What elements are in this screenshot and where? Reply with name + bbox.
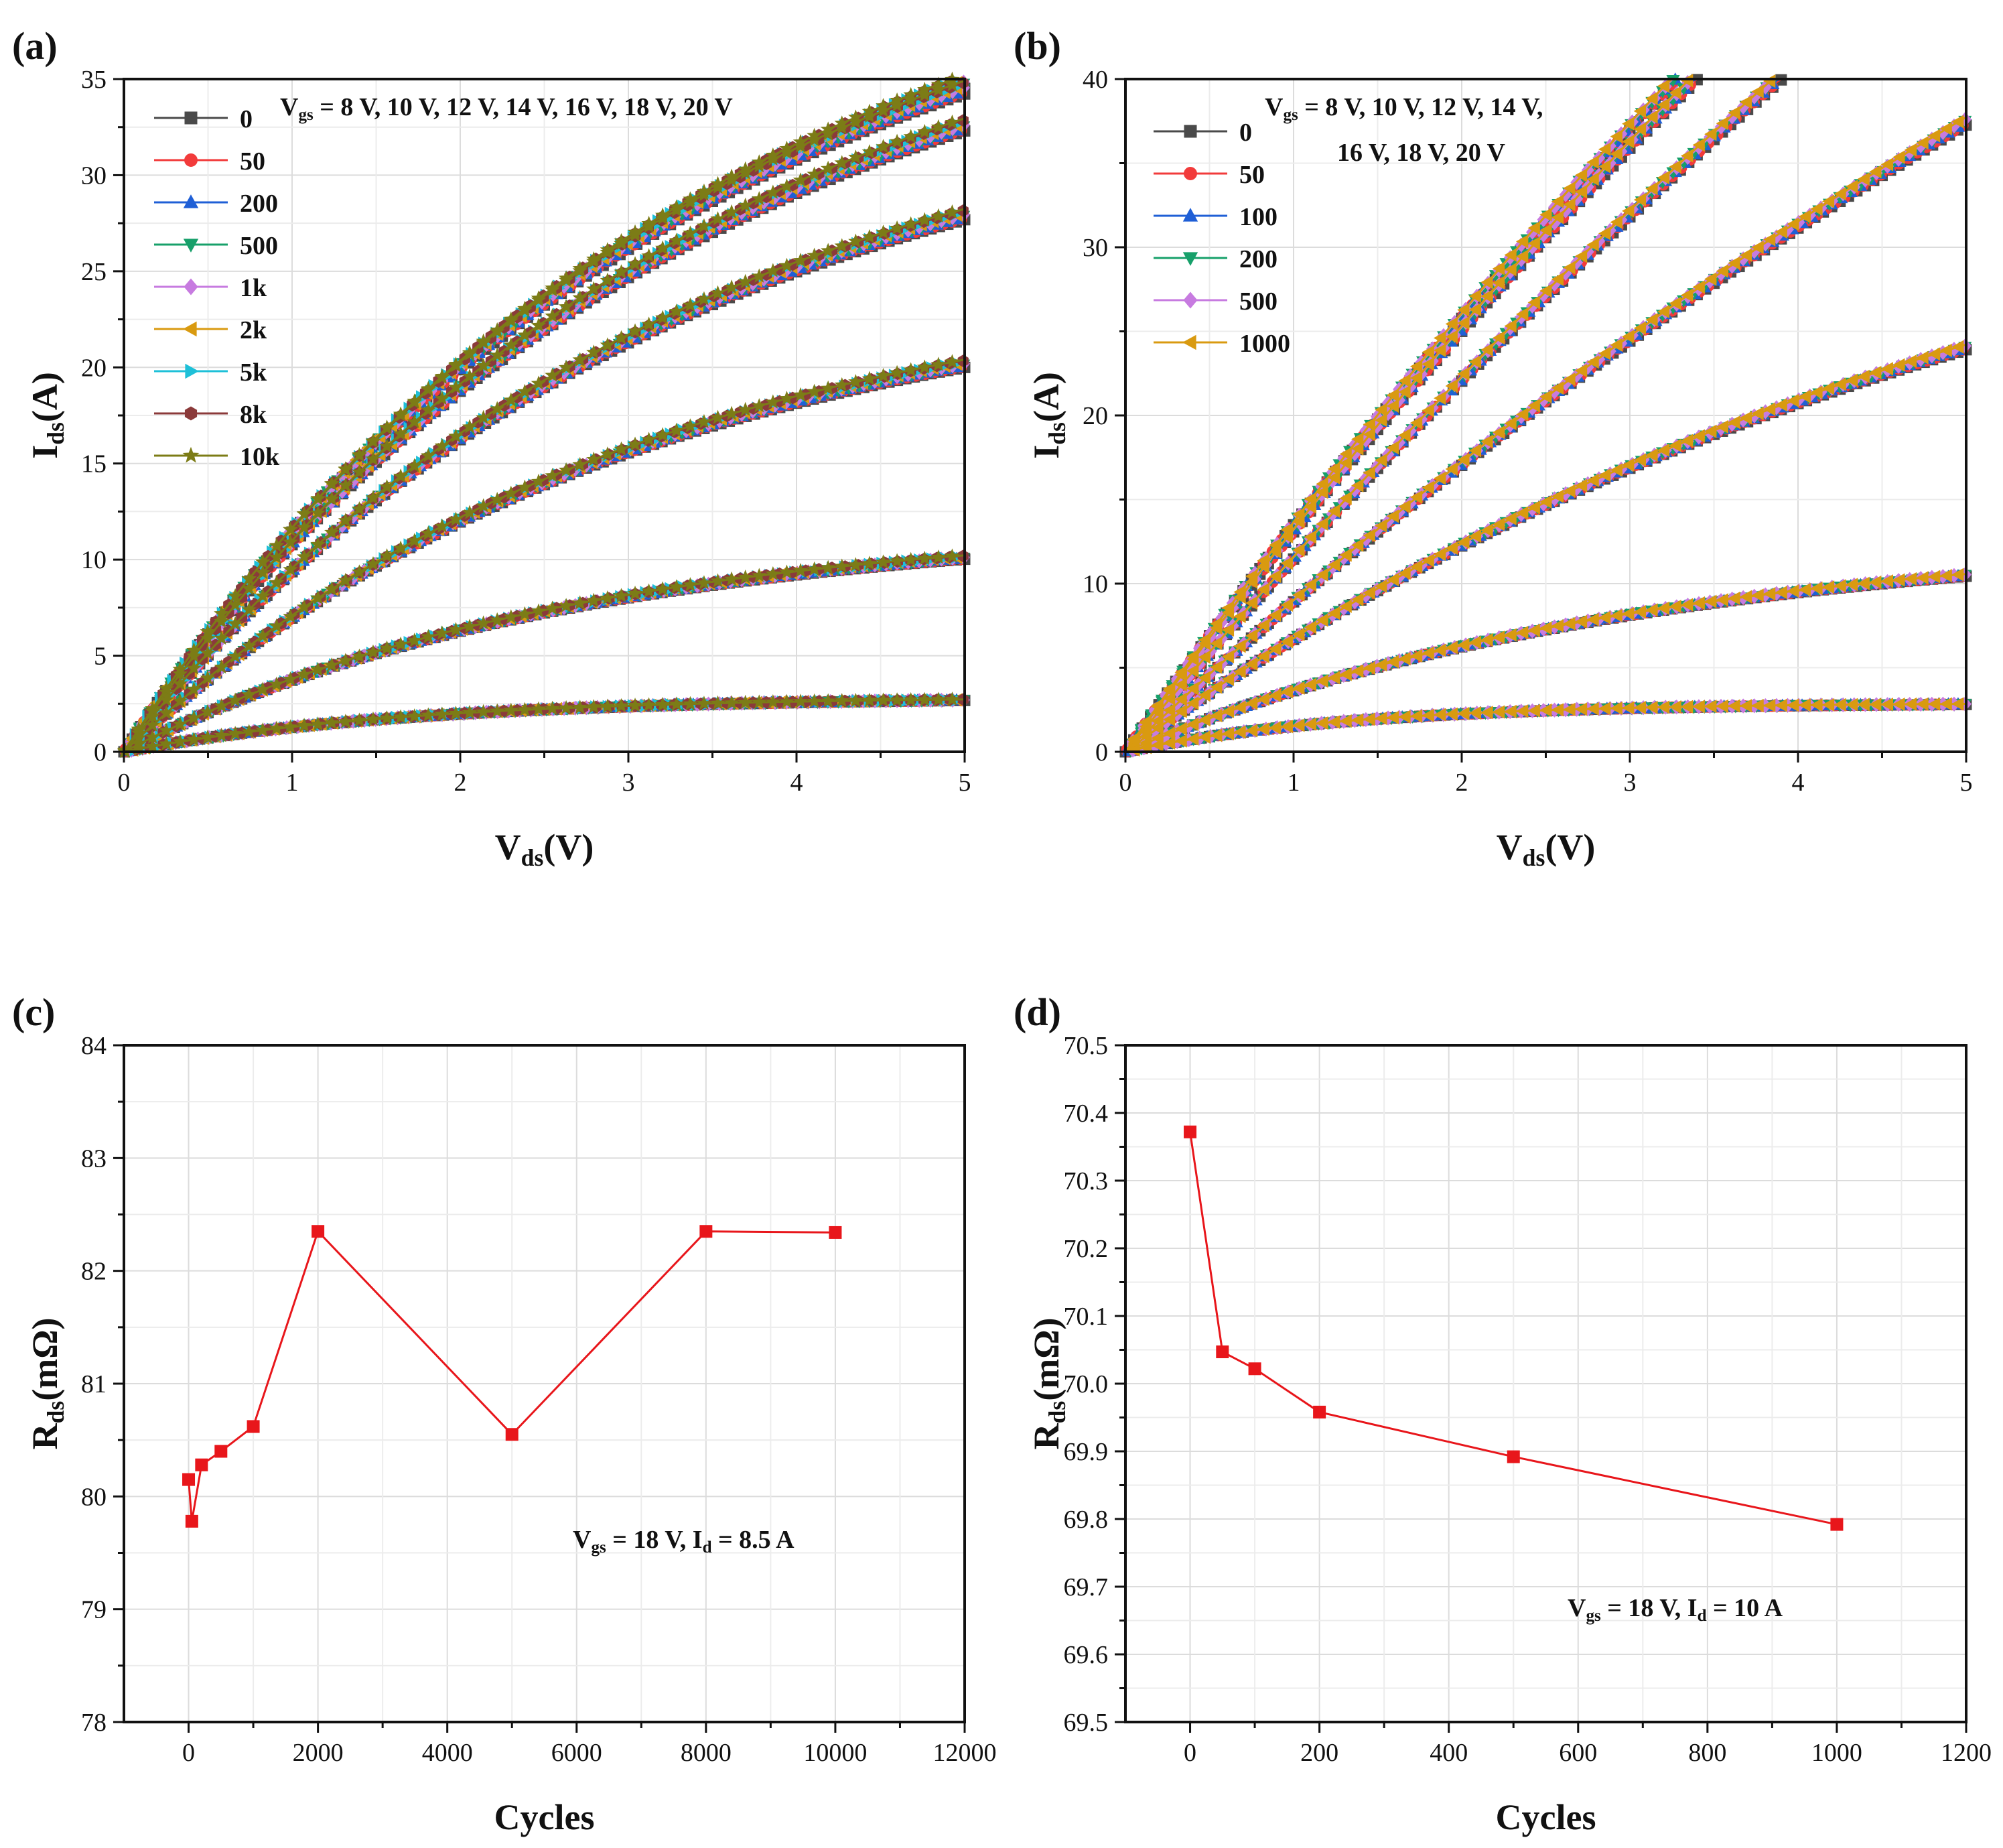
chart-panel-a: 0 1 2 3 4 505101520253035Vds(V)Ids(A)(a)05020… <box>12 24 971 871</box>
